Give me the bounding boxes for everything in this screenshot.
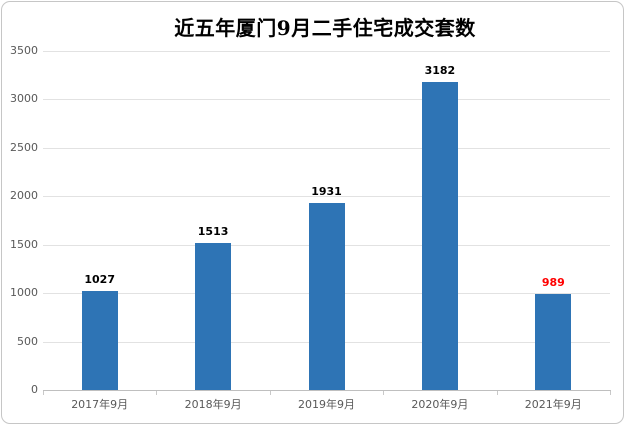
x-axis-tick <box>269 391 271 395</box>
bar-value-label: 1931 <box>311 185 342 198</box>
x-axis-tick <box>383 391 385 395</box>
bar-value-label: 1027 <box>84 273 115 286</box>
bar-value-label: 1513 <box>197 225 229 238</box>
y-axis-label: 3500 <box>10 44 38 57</box>
bar-value-label: 3182 <box>424 64 456 77</box>
x-axis-label: 2020年9月 <box>411 398 469 411</box>
y-axis-label: 0 <box>31 383 38 396</box>
bar-value-label: 989 <box>541 276 565 289</box>
bar <box>195 243 232 390</box>
gridline <box>43 51 610 52</box>
y-axis-label: 3000 <box>10 92 38 106</box>
x-axis-tick <box>156 391 158 395</box>
plot-area: 1027 1513 1931 3182 989 <box>43 51 610 390</box>
x-axis-tick <box>43 391 44 395</box>
bar <box>535 294 572 390</box>
bar <box>308 203 345 390</box>
x-axis-label: 2018年9月 <box>184 398 242 411</box>
x-axis-label: 2019年9月 <box>297 398 355 411</box>
x-axis-label: 2021年9月 <box>524 398 582 411</box>
gridline <box>43 196 610 198</box>
gridline <box>43 147 610 149</box>
y-axis-label: 1000 <box>10 286 38 300</box>
x-axis-tick <box>496 391 498 395</box>
y-axis-label: 2000 <box>10 189 38 203</box>
y-axis-label: 500 <box>17 334 38 348</box>
x-axis-label: 2017年9月 <box>71 398 129 411</box>
gridline <box>43 99 610 101</box>
chart-title: 近五年厦门9月二手住宅成交套数 <box>174 16 476 40</box>
bar <box>421 82 458 390</box>
y-axis-label: 1500 <box>10 237 38 251</box>
x-axis-line <box>43 390 611 391</box>
bar <box>81 291 118 390</box>
x-axis-tick <box>610 391 611 395</box>
y-axis-label: 2500 <box>10 140 38 154</box>
